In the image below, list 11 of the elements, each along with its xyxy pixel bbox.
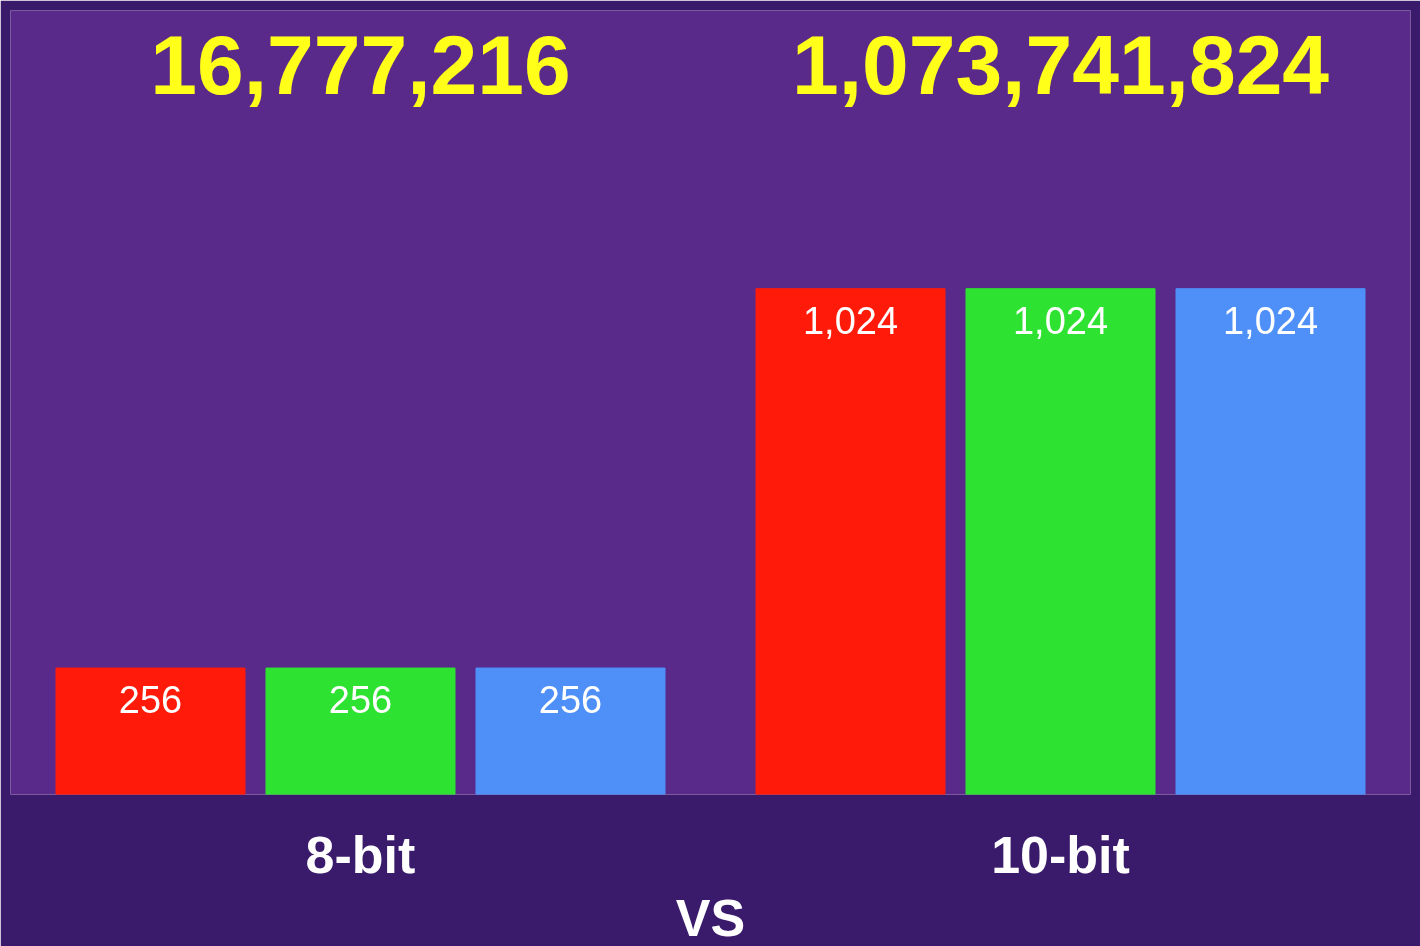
x-tick-label: 8-bit bbox=[305, 825, 416, 884]
data-label: 256 bbox=[538, 679, 603, 722]
data-label: 256 bbox=[118, 679, 183, 722]
data-label: 1,024 bbox=[1012, 299, 1109, 342]
text: 16,777,216 bbox=[150, 17, 571, 112]
text: VS bbox=[675, 888, 746, 946]
text: 1,073,741,824 bbox=[791, 17, 1330, 112]
data-label: 1,024 bbox=[802, 299, 899, 342]
data-label: 256 bbox=[328, 679, 393, 722]
x-tick-label: 10-bit bbox=[991, 825, 1130, 884]
data-label: 1,024 bbox=[1222, 299, 1319, 342]
